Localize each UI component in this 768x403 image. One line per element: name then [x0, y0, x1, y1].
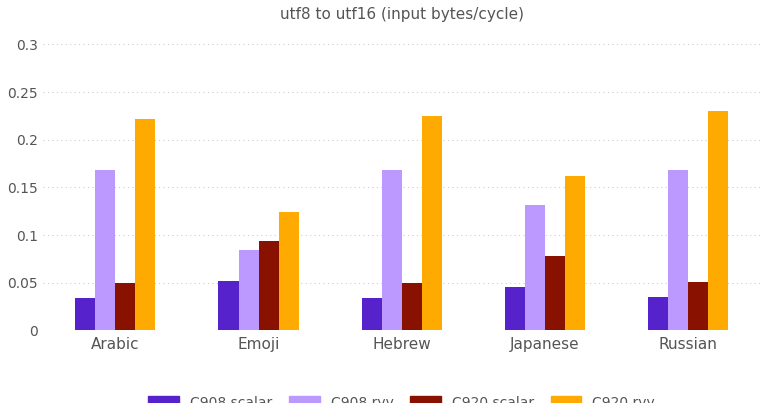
Bar [422, 116, 442, 330]
Title: utf8 to utf16 (input bytes/cycle): utf8 to utf16 (input bytes/cycle) [280, 7, 524, 22]
Legend: C908 scalar, C908 rvv, C920 scalar, C920 rvv: C908 scalar, C908 rvv, C920 scalar, C920… [144, 391, 659, 403]
Bar [545, 256, 565, 330]
Bar [259, 241, 279, 330]
Bar [402, 283, 422, 330]
Bar [362, 298, 382, 330]
Bar [668, 170, 688, 330]
Bar [525, 205, 545, 330]
Bar [382, 170, 402, 330]
Bar [565, 176, 585, 330]
Bar [648, 297, 668, 330]
Bar [708, 111, 728, 330]
Bar [218, 281, 239, 330]
Bar [115, 283, 135, 330]
Bar [505, 287, 525, 330]
Bar [279, 212, 299, 330]
Bar [95, 170, 115, 330]
Bar [239, 250, 259, 330]
Bar [135, 119, 155, 330]
Bar [688, 282, 708, 330]
Bar [75, 298, 95, 330]
